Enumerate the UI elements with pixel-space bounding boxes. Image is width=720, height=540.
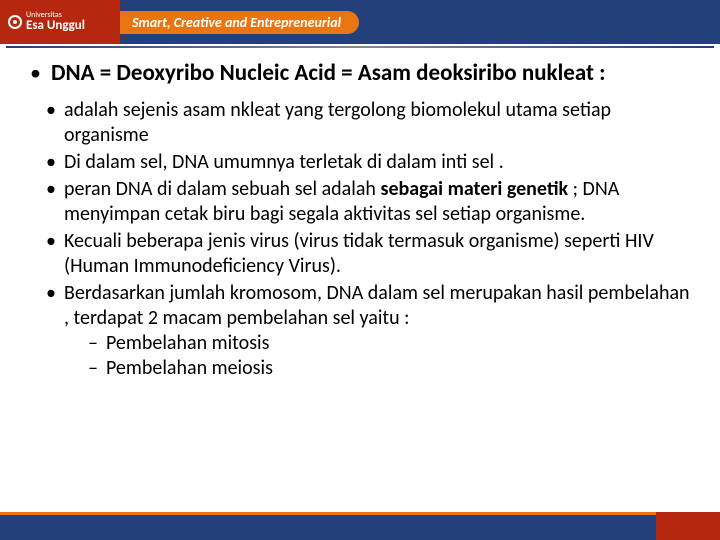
list-text: Di dalam sel <box>64 150 163 174</box>
title-bullet: • <box>30 60 41 86</box>
slide-title: DNA = Deoxyribo Nucleic Acid = Asam deok… <box>51 60 606 88</box>
list-item: Berdasarkan jumlah kromosom, DNA dalam s… <box>46 281 690 381</box>
slide-header: Universitas Esa Unggul Smart, Creative a… <box>0 0 720 44</box>
list-text: , DNA umumnya terletak di dalam inti sel <box>163 150 495 174</box>
list-item: Di dalam sel, DNA umumnya terletak di da… <box>46 150 690 175</box>
list-text: peran DNA di dalam sebuah sel adalah <box>64 177 380 201</box>
university-logo: Universitas Esa Unggul <box>0 0 120 44</box>
list-text-bold: sebagai materi genetik <box>380 177 568 201</box>
tagline: Smart, Creative and Entrepreneurial <box>120 11 359 34</box>
sub-text: Pembelahan meiosis <box>106 356 273 380</box>
sub-list-item: Pembelahan meiosis <box>88 356 690 381</box>
list-text: Berdasarkan jumlah kromosom, DNA dalam s… <box>64 281 690 330</box>
title-row: • DNA = Deoxyribo Nucleic Acid = Asam de… <box>30 60 690 88</box>
footer-right-bar <box>656 512 720 540</box>
slide-content: • DNA = Deoxyribo Nucleic Acid = Asam de… <box>0 48 720 381</box>
list-item: Kecuali beberapa jenis virus (virus tida… <box>46 229 690 279</box>
footer-left-bar <box>0 512 656 540</box>
logo-text-bottom: Esa Unggul <box>26 19 85 33</box>
tagline-wrap: Smart, Creative and Entrepreneurial <box>120 0 720 44</box>
list-item: peran DNA di dalam sebuah sel adalah seb… <box>46 177 690 227</box>
list-text: adalah sejenis asam nkleat yang tergolon… <box>64 98 611 147</box>
list-text: Kecuali beberapa jenis virus (virus tida… <box>64 229 654 278</box>
sub-list-item: Pembelahan mitosis <box>88 331 690 356</box>
sub-text: Pembelahan mitosis <box>106 331 269 355</box>
sub-list: Pembelahan mitosis Pembelahan meiosis <box>64 331 690 381</box>
slide-footer <box>0 512 720 540</box>
list-text: . <box>494 150 504 174</box>
list-item: adalah sejenis asam nkleat yang tergolon… <box>46 98 690 148</box>
logo-icon <box>8 15 22 29</box>
body-list: adalah sejenis asam nkleat yang tergolon… <box>30 98 690 381</box>
